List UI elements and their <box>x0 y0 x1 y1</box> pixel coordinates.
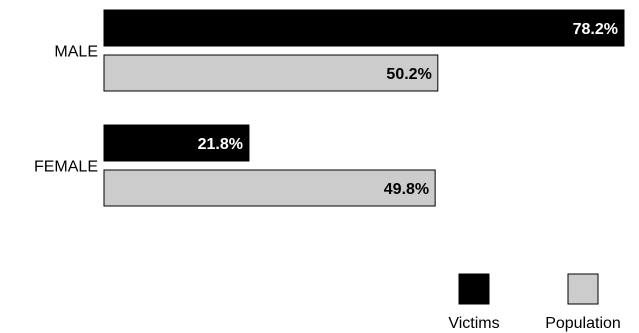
category-label-female: FEMALE <box>34 159 98 176</box>
data-label-male-population: 50.2% <box>386 66 431 83</box>
labels-layer: 78.2% 50.2% MALE 21.8% 49.8% FEMALE <box>34 21 618 198</box>
data-label-female-victims: 21.8% <box>198 136 243 153</box>
legend-label-victims: Victims <box>448 315 499 332</box>
bar-female-population <box>103 169 436 207</box>
legend-label-population: Population <box>545 315 621 332</box>
bar-female-victims <box>103 124 250 162</box>
legend-swatch-population <box>567 273 599 305</box>
legend-swatch-victims <box>458 273 490 305</box>
data-label-female-population: 49.8% <box>384 181 429 198</box>
bar-male-victims <box>103 9 625 47</box>
category-label-male: MALE <box>54 44 98 61</box>
data-label-male-victims: 78.2% <box>573 21 618 38</box>
bar-male-population <box>103 54 439 92</box>
legend: Victims Population <box>448 273 621 332</box>
bars-layer <box>103 9 625 207</box>
